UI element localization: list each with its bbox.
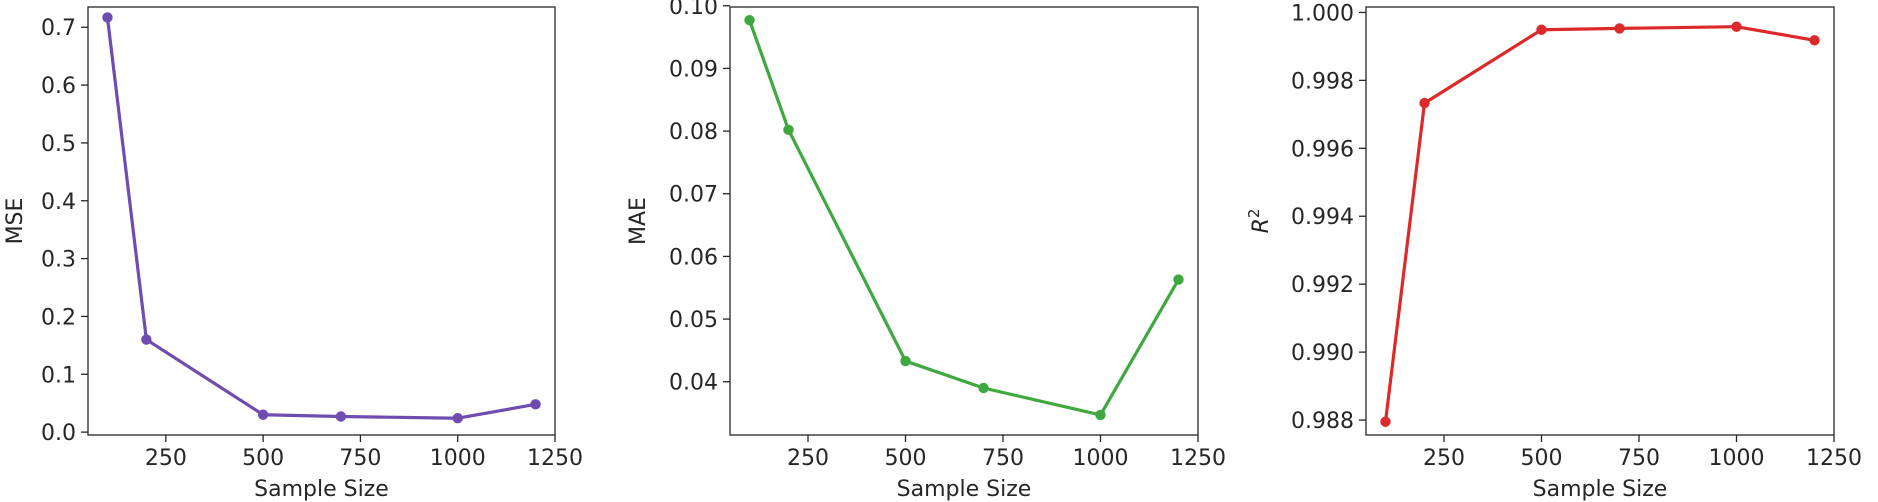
mae-y-tick-label: 0.05 bbox=[669, 308, 718, 333]
mse-data-point bbox=[257, 409, 269, 420]
r2-x-tick-label: 750 bbox=[1618, 446, 1660, 471]
r2-x-axis-label: Sample Size bbox=[1533, 477, 1668, 502]
r2-x-tick-label: 500 bbox=[1521, 446, 1563, 471]
mse-y-axis-label: MSE bbox=[3, 198, 28, 245]
mse-data-point bbox=[141, 334, 152, 345]
r2-y-tick-label: 0.992 bbox=[1291, 273, 1354, 298]
mae-chart: 250 500 750 1000 1250 0.04 0.05 0.06 0.07 0.08 0.0… bbox=[626, 0, 1226, 502]
r2-y-tick-label: 0.994 bbox=[1291, 205, 1354, 230]
r2-y-tick-label: 0.998 bbox=[1291, 69, 1354, 94]
mae-y-axis-label: MAE bbox=[626, 197, 651, 245]
mse-axes-frame bbox=[87, 6, 556, 436]
mse-x-tick-label: 750 bbox=[339, 446, 381, 471]
r2-data-point bbox=[1809, 35, 1820, 46]
mae-data-point bbox=[978, 382, 989, 394]
r2-y-tick-label: 0.996 bbox=[1291, 137, 1354, 162]
mse-x-axis-label: Sample Size bbox=[254, 477, 389, 502]
mse-data-point bbox=[335, 411, 347, 422]
mae-y-tick-label: 0.07 bbox=[669, 183, 718, 208]
mse-y-tick-label: 0.1 bbox=[41, 363, 76, 388]
mse-x-tick-label: 1250 bbox=[527, 446, 583, 471]
r2-y-axis-label: R2 bbox=[1245, 209, 1274, 234]
mae-y-tick-label: 0.10 bbox=[669, 0, 718, 20]
mae-y-tick-label: 0.04 bbox=[669, 371, 718, 396]
r2-y-tick-label: 0.990 bbox=[1291, 341, 1354, 366]
mae-data-point bbox=[744, 14, 755, 26]
r2-data-point bbox=[1380, 416, 1391, 427]
mse-series-line bbox=[105, 15, 538, 420]
mae-y-tick-label: 0.06 bbox=[669, 245, 718, 270]
mse-x-tick-label: 1000 bbox=[430, 446, 486, 471]
mae-x-axis-label: Sample Size bbox=[897, 477, 1032, 502]
r2-chart: 250 500 750 1000 1250 0.988 0.990 0.992 0.994 0.9… bbox=[1245, 1, 1862, 502]
mae-axes-frame bbox=[729, 6, 1199, 436]
mse-x-tick-label: 250 bbox=[145, 446, 187, 471]
mae-data-point bbox=[900, 355, 911, 367]
mse-y-tick-label: 0.0 bbox=[41, 421, 76, 446]
r2-y-tick-label: 0.988 bbox=[1291, 409, 1354, 434]
r2-data-point bbox=[1731, 21, 1742, 32]
mse-y-tick-label: 0.7 bbox=[41, 16, 76, 41]
mse-y-tick-label: 0.3 bbox=[41, 248, 76, 273]
r2-data-point bbox=[1419, 97, 1430, 109]
mae-y-tick-label: 0.08 bbox=[669, 120, 718, 145]
r2-series-line bbox=[1383, 25, 1817, 424]
r2-axes-frame bbox=[1365, 6, 1835, 436]
r2-y-tick-label: 1.000 bbox=[1291, 1, 1354, 26]
mae-x-tick-label: 1250 bbox=[1170, 446, 1226, 471]
mae-data-point bbox=[1173, 274, 1184, 285]
mse-data-point bbox=[102, 12, 113, 23]
mse-data-point bbox=[452, 413, 463, 424]
r2-x-tick-label: 1000 bbox=[1709, 446, 1765, 471]
r2-y-axis-label-base: R bbox=[1249, 218, 1274, 233]
mse-y-tick-label: 0.4 bbox=[41, 190, 76, 215]
mse-data-point bbox=[530, 399, 541, 410]
mae-x-tick-label: 1000 bbox=[1073, 446, 1129, 471]
mse-y-tick-label: 0.5 bbox=[41, 132, 76, 157]
mae-data-point bbox=[783, 124, 794, 136]
mae-x-tick-label: 500 bbox=[885, 446, 927, 471]
r2-x-tick-label: 1250 bbox=[1806, 446, 1862, 471]
mae-series-line bbox=[747, 18, 1181, 417]
mse-chart: 250 500 750 1000 1250 0.0 0.1 0.2 0.3 0.4 0.5 0.6 0.… bbox=[3, 6, 583, 502]
mae-data-point bbox=[1095, 409, 1106, 421]
mse-y-tick-label: 0.6 bbox=[41, 74, 76, 99]
mae-x-tick-label: 750 bbox=[982, 446, 1024, 471]
mse-x-tick-label: 500 bbox=[242, 446, 284, 471]
mse-y-tick-label: 0.2 bbox=[41, 305, 76, 330]
mae-x-tick-label: 250 bbox=[787, 446, 829, 471]
r2-data-point bbox=[1536, 24, 1547, 35]
r2-x-tick-label: 250 bbox=[1423, 446, 1465, 471]
r2-data-point bbox=[1614, 23, 1625, 34]
r2-y-axis-label-superscript: 2 bbox=[1245, 209, 1263, 219]
mae-y-tick-label: 0.09 bbox=[669, 57, 718, 82]
